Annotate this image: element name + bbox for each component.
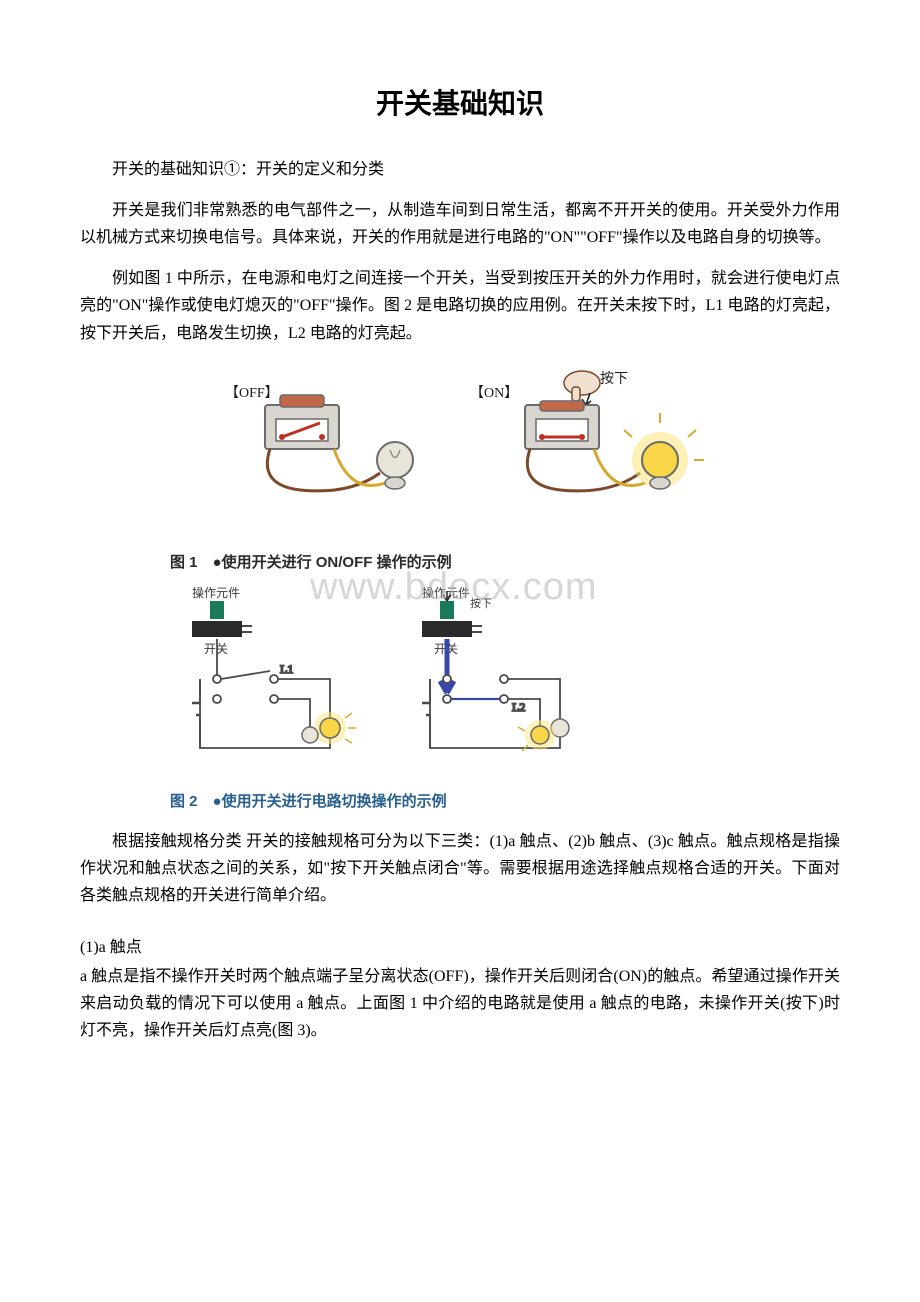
figure-2-caption: 图 2 ●使用开关进行电路切换操作的示例 [170,789,610,815]
figure-2-svg: 操作元件 开关 L1 [170,583,610,773]
svg-text:开关: 开关 [204,642,228,656]
svg-text:按下: 按下 [470,596,492,610]
svg-text:L2: L2 [512,700,525,714]
svg-text:操作元件: 操作元件 [422,585,470,600]
svg-text:【OFF】: 【OFF】 [225,385,279,401]
page-title: 开关基础知识 [80,80,840,128]
section-1-body: a 触点是指不操作开关时两个触点端子呈分离状态(OFF)，操作开关后则闭合(ON… [80,963,840,1045]
paragraph-1: 开关是我们非常熟悉的电气部件之一，从制造车间到日常生活，都离不开开关的使用。开关… [80,197,840,251]
svg-text:【ON】: 【ON】 [470,385,518,401]
paragraph-3: 根据接触规格分类 开关的接触规格可分为以下三类：(1)a 触点、(2)b 触点、… [80,828,840,910]
figure-1-block: 【OFF】 【ON】 按下 [80,365,840,814]
section-1-title: (1)a 触点 [80,934,840,961]
svg-text:按下: 按下 [600,371,628,387]
paragraph-2: 例如图 1 中所示，在电源和电灯之间连接一个开关，当受到按压开关的外力作用时，就… [80,265,840,347]
figure-1-svg: 【OFF】 【ON】 按下 [170,365,710,535]
figure-1-caption: 图 1 ●使用开关进行 ON/OFF 操作的示例 [170,550,710,576]
svg-text:L1: L1 [280,662,293,676]
subtitle: 开关的基础知识①：开关的定义和分类 [80,156,840,183]
svg-text:操作元件: 操作元件 [192,585,240,600]
